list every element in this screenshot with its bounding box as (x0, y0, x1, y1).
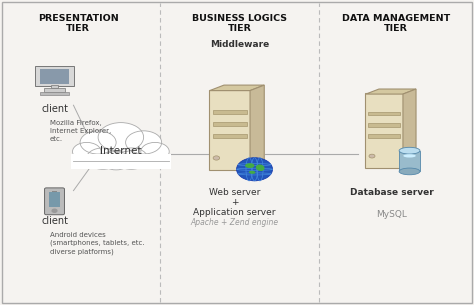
FancyBboxPatch shape (71, 154, 171, 169)
Bar (49, 192, 60, 207)
Bar (368, 112, 401, 115)
Text: DATA MANAGEMENT
TIER: DATA MANAGEMENT TIER (342, 14, 450, 33)
Circle shape (141, 142, 169, 161)
Polygon shape (403, 89, 416, 167)
FancyBboxPatch shape (45, 188, 64, 215)
Text: Web server
+
Application server: Web server + Application server (193, 188, 276, 217)
Text: client: client (41, 104, 68, 114)
Text: PRESENTATION
TIER: PRESENTATION TIER (38, 14, 118, 33)
Circle shape (102, 152, 130, 170)
Circle shape (73, 142, 101, 161)
Bar (44, 88, 65, 91)
Text: BUSINESS LOGICS
TIER: BUSINESS LOGICS TIER (192, 14, 287, 33)
Circle shape (126, 131, 162, 154)
Text: Database server: Database server (350, 188, 433, 197)
Polygon shape (210, 85, 264, 91)
Circle shape (369, 154, 375, 158)
Circle shape (52, 209, 57, 212)
Bar (212, 110, 247, 114)
Bar (40, 92, 69, 95)
Circle shape (237, 158, 273, 181)
FancyBboxPatch shape (209, 90, 251, 170)
Bar (212, 122, 247, 126)
Circle shape (80, 131, 116, 154)
FancyBboxPatch shape (40, 69, 69, 84)
FancyBboxPatch shape (35, 66, 73, 86)
Polygon shape (250, 85, 264, 170)
Polygon shape (366, 89, 416, 94)
Ellipse shape (249, 171, 255, 174)
Bar (368, 134, 401, 138)
Circle shape (213, 156, 219, 160)
Text: Middleware: Middleware (210, 40, 269, 49)
Text: Mozilla Firefox,
Internet Explorer,
etc.: Mozilla Firefox, Internet Explorer, etc. (50, 120, 111, 142)
Text: Internet: Internet (100, 146, 142, 156)
Circle shape (86, 148, 119, 169)
Bar (51, 85, 58, 88)
Circle shape (98, 123, 144, 152)
Ellipse shape (399, 168, 420, 175)
FancyBboxPatch shape (365, 93, 404, 168)
Ellipse shape (256, 164, 264, 171)
Ellipse shape (399, 147, 420, 154)
Ellipse shape (245, 163, 255, 168)
Text: client: client (41, 216, 68, 226)
Bar (52, 191, 57, 192)
Bar (368, 123, 401, 127)
Bar (399, 151, 420, 171)
Circle shape (115, 148, 148, 169)
Ellipse shape (403, 154, 416, 157)
Bar (212, 134, 247, 138)
Text: Apache + Zend engine: Apache + Zend engine (191, 218, 279, 227)
Text: Android devices
(smartphones, tablets, etc.
diverse platforms): Android devices (smartphones, tablets, e… (50, 232, 145, 255)
Text: MySQL: MySQL (376, 210, 407, 220)
